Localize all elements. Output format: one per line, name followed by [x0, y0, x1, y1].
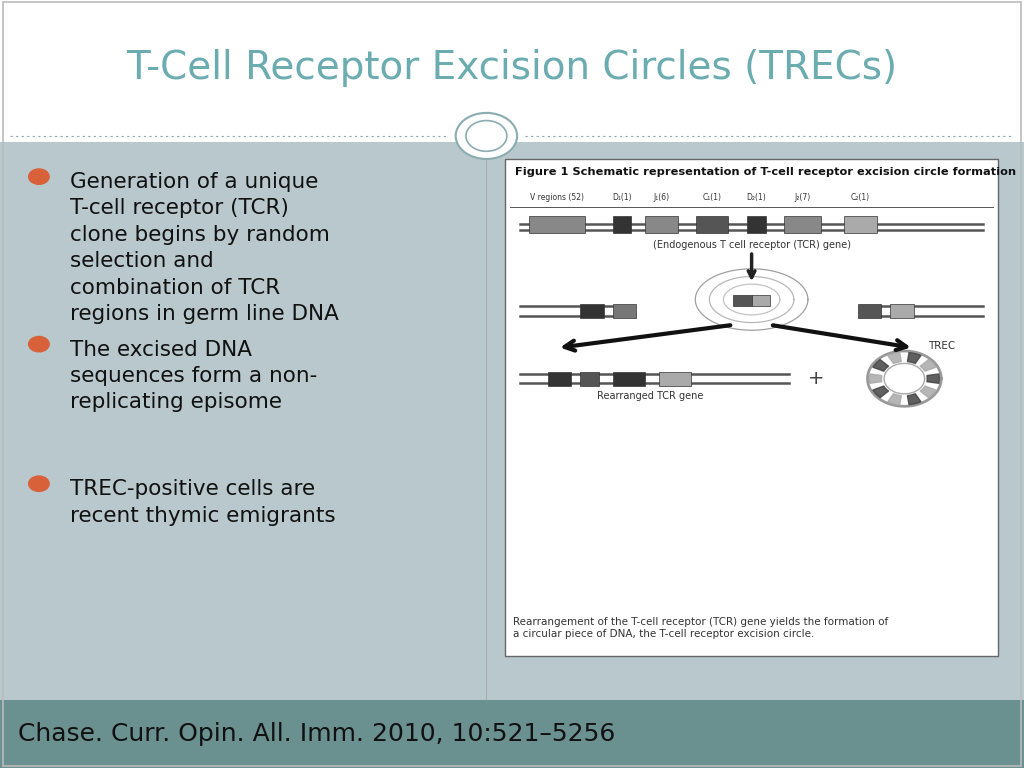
FancyBboxPatch shape	[659, 372, 691, 386]
FancyBboxPatch shape	[733, 295, 752, 306]
FancyBboxPatch shape	[612, 372, 645, 386]
Text: Rearrangement of the T-cell receptor (TCR) gene yields the formation of
a circul: Rearrangement of the T-cell receptor (TC…	[513, 617, 888, 639]
Text: C₂(1): C₂(1)	[851, 193, 870, 202]
FancyBboxPatch shape	[581, 304, 603, 318]
Text: Figure 1 Schematic representation of T-cell receptor excision circle formation: Figure 1 Schematic representation of T-c…	[515, 167, 1016, 177]
FancyBboxPatch shape	[581, 372, 599, 386]
FancyBboxPatch shape	[612, 304, 636, 318]
Polygon shape	[927, 374, 939, 383]
FancyBboxPatch shape	[784, 216, 821, 233]
FancyBboxPatch shape	[696, 216, 728, 233]
Text: +: +	[808, 369, 824, 388]
Polygon shape	[921, 386, 936, 398]
Polygon shape	[888, 353, 901, 363]
FancyBboxPatch shape	[844, 216, 877, 233]
Text: TREC: TREC	[928, 341, 955, 351]
Text: Generation of a unique
T-cell receptor (TCR)
clone begins by random
selection an: Generation of a unique T-cell receptor (…	[70, 172, 339, 324]
Polygon shape	[872, 386, 889, 398]
Text: (Endogenous T cell receptor (TCR) gene): (Endogenous T cell receptor (TCR) gene)	[652, 240, 851, 250]
Circle shape	[456, 113, 517, 159]
Circle shape	[29, 169, 49, 184]
Circle shape	[29, 336, 49, 352]
FancyBboxPatch shape	[0, 700, 1024, 768]
Text: C₁(1): C₁(1)	[702, 193, 722, 202]
Text: Rearranged TCR gene: Rearranged TCR gene	[597, 391, 703, 401]
Text: D₁(1): D₁(1)	[612, 193, 632, 202]
FancyBboxPatch shape	[746, 216, 766, 233]
Text: J₁(6): J₁(6)	[653, 193, 670, 202]
Text: J₂(7): J₂(7)	[795, 193, 811, 202]
Polygon shape	[907, 353, 921, 363]
Circle shape	[466, 121, 507, 151]
Circle shape	[29, 476, 49, 492]
Text: V regions (52): V regions (52)	[530, 193, 585, 202]
Polygon shape	[907, 394, 921, 405]
Text: TREC-positive cells are
recent thymic emigrants: TREC-positive cells are recent thymic em…	[70, 479, 335, 525]
Text: D₂(1): D₂(1)	[746, 193, 766, 202]
FancyBboxPatch shape	[0, 142, 1024, 700]
Polygon shape	[888, 394, 901, 405]
FancyBboxPatch shape	[529, 216, 585, 233]
Polygon shape	[872, 359, 889, 371]
Text: T-Cell Receptor Excision Circles (TRECs): T-Cell Receptor Excision Circles (TRECs)	[126, 49, 898, 88]
FancyBboxPatch shape	[645, 216, 678, 233]
FancyBboxPatch shape	[548, 372, 571, 386]
Polygon shape	[869, 374, 882, 383]
FancyBboxPatch shape	[858, 304, 882, 318]
Text: Chase. Curr. Opin. All. Imm. 2010, 10:521–5256: Chase. Curr. Opin. All. Imm. 2010, 10:52…	[18, 722, 615, 746]
Text: The excised DNA
sequences form a non-
replicating episome: The excised DNA sequences form a non- re…	[70, 339, 316, 412]
FancyBboxPatch shape	[612, 216, 631, 233]
Polygon shape	[921, 359, 936, 371]
FancyBboxPatch shape	[505, 159, 998, 656]
FancyBboxPatch shape	[752, 295, 770, 306]
FancyBboxPatch shape	[0, 0, 1024, 142]
FancyBboxPatch shape	[891, 304, 913, 318]
